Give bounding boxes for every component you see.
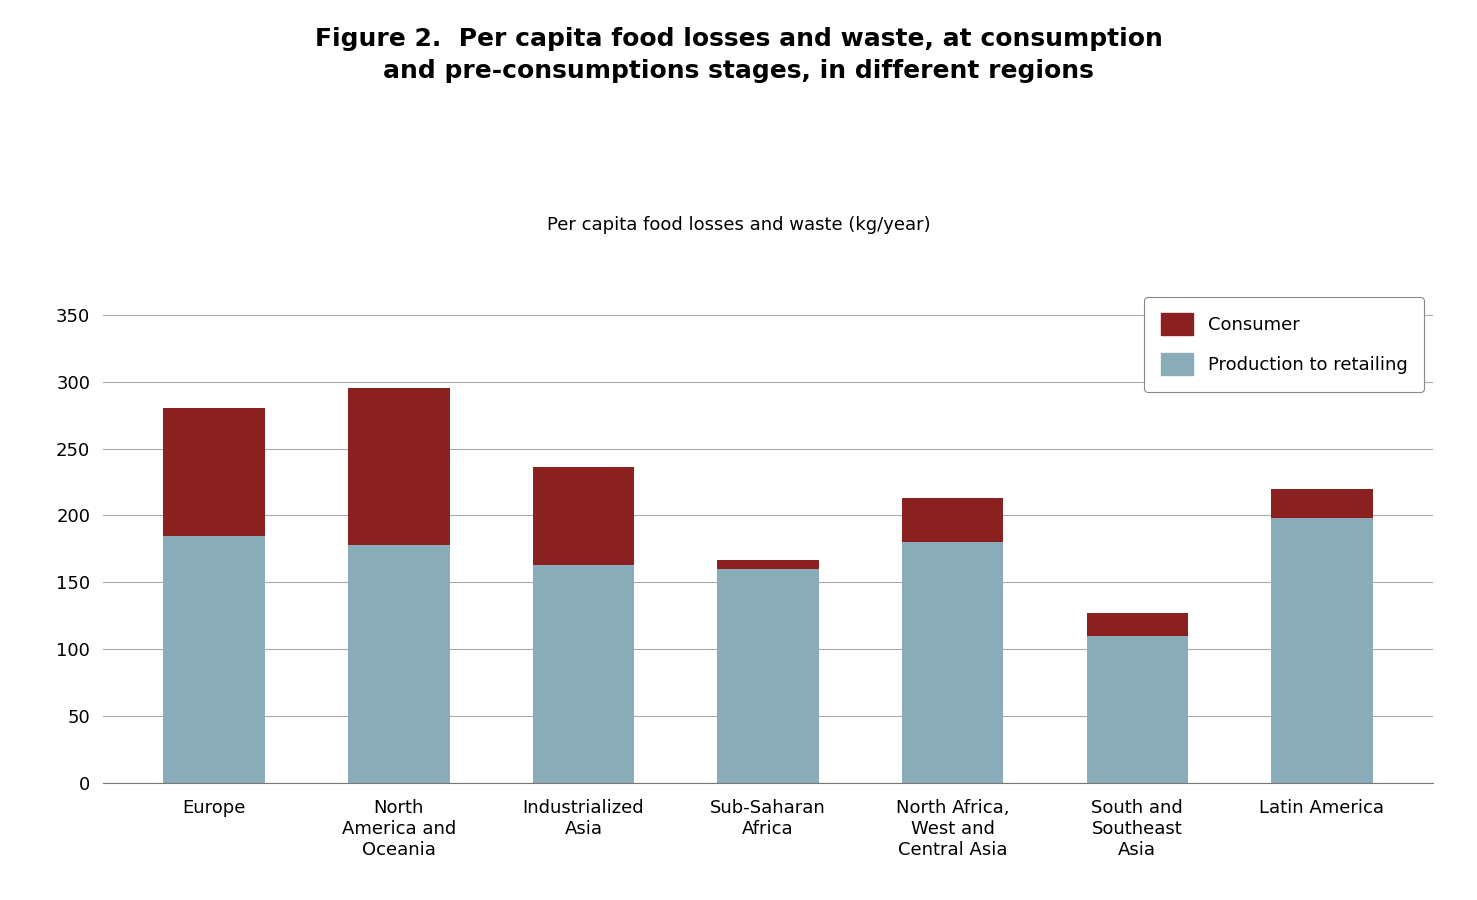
Bar (1272, 489, 1372, 518)
Legend: Consumer, Production to retailing: Consumer, Production to retailing (1145, 297, 1424, 392)
Bar (1087, 613, 1188, 635)
Text: Figure 2.  Per capita food losses and waste, at consumption
and pre-consumptions: Figure 2. Per capita food losses and was… (315, 27, 1162, 83)
Bar (718, 569, 818, 783)
Bar (1087, 635, 1188, 783)
Text: Per capita food losses and waste (kg/year): Per capita food losses and waste (kg/yea… (546, 216, 931, 234)
Bar (902, 542, 1003, 783)
Bar (533, 565, 634, 783)
Bar (164, 409, 264, 536)
Bar (718, 560, 818, 569)
Bar (349, 388, 449, 544)
Bar (902, 498, 1003, 542)
Bar (1272, 518, 1372, 783)
Bar (164, 536, 264, 783)
Bar (349, 544, 449, 783)
Bar (533, 467, 634, 565)
